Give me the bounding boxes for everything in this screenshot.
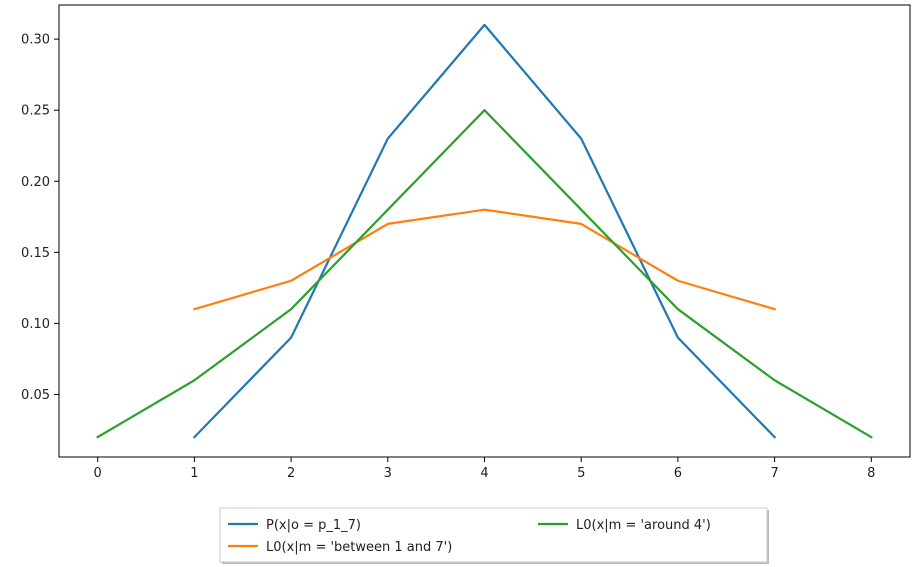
axes-frame: [58, 4, 911, 458]
legend-label-2: L0(x|m = 'around 4'): [576, 518, 711, 533]
x-tick-label: 0: [94, 466, 102, 481]
y-tick-label: 0.25: [21, 104, 50, 119]
y-tick-label: 0.20: [21, 175, 50, 190]
series-line-0: [192, 23, 777, 439]
series-line-1: [193, 208, 776, 311]
y-tick-label: 0.15: [21, 246, 50, 261]
series-line-2: [96, 109, 873, 439]
legend-label-0: P(x|o = p_1_7): [266, 518, 361, 533]
legend: P(x|o = p_1_7) L0(x|m = 'between 1 and 7'…: [219, 507, 769, 564]
y-tick-label: 0.30: [21, 33, 50, 48]
x-tick-label: 4: [480, 466, 488, 481]
x-tick-label: 1: [190, 466, 198, 481]
legend-box: [219, 507, 768, 563]
y-tick-label: 0.10: [21, 317, 50, 332]
x-tick-label: 8: [867, 466, 875, 481]
x-tick-label: 6: [674, 466, 682, 481]
plot-area: 0 1 2 3 4 5 6 7 8 0.05 0.10 0.15 0.20 0.25 0.30: [21, 4, 911, 481]
legend-label-1: L0(x|m = 'between 1 and 7'): [266, 540, 452, 555]
x-tick-label: 5: [577, 466, 585, 481]
y-tick-label: 0.05: [21, 388, 50, 403]
x-tick-label: 7: [770, 466, 778, 481]
x-tick-label: 2: [287, 466, 295, 481]
x-tick-label: 3: [384, 466, 392, 481]
